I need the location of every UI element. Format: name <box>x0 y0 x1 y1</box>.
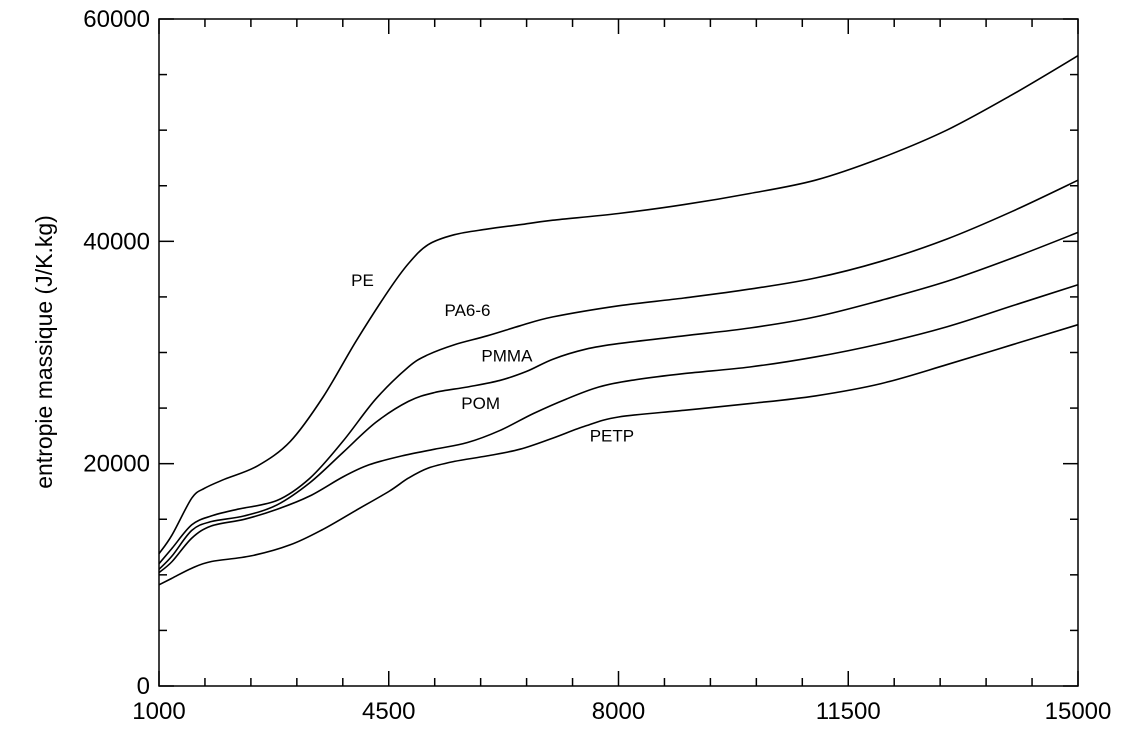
plot-frame <box>158 18 1079 687</box>
series-line-pe <box>158 55 1079 555</box>
x-tick-label: 4500 <box>362 698 415 725</box>
series-label-petp: PETP <box>590 426 634 445</box>
series-line-pom <box>158 283 1079 574</box>
series-line-pmma <box>158 231 1079 570</box>
series-label-pmma: PMMA <box>481 346 533 365</box>
series-labels: PE PA6-6 PMMA POM PETP <box>351 271 634 446</box>
y-tick-label: 20000 <box>83 451 150 478</box>
x-tick-label: 11500 <box>816 698 881 725</box>
series-label-pe: PE <box>351 271 374 290</box>
axis-ticks <box>158 18 1079 687</box>
axis-tick-labels: 1000 4500 8000 11500 15000 0 20000 40000 60000 <box>83 6 1111 725</box>
y-axis-title: entropie massique (J/K.kg) <box>31 215 57 489</box>
series-label-pom: POM <box>461 394 500 413</box>
series-line-petp <box>158 323 1079 586</box>
y-tick-label: 40000 <box>83 228 150 255</box>
series-lines <box>158 55 1079 586</box>
series-line-pa6-6 <box>158 179 1079 565</box>
x-tick-label: 1000 <box>132 698 185 725</box>
y-tick-label: 0 <box>137 673 150 700</box>
x-tick-label: 15000 <box>1045 698 1112 725</box>
x-tick-label: 8000 <box>592 698 645 725</box>
series-label-pa6-6: PA6-6 <box>445 301 491 320</box>
y-tick-label: 60000 <box>83 6 150 33</box>
